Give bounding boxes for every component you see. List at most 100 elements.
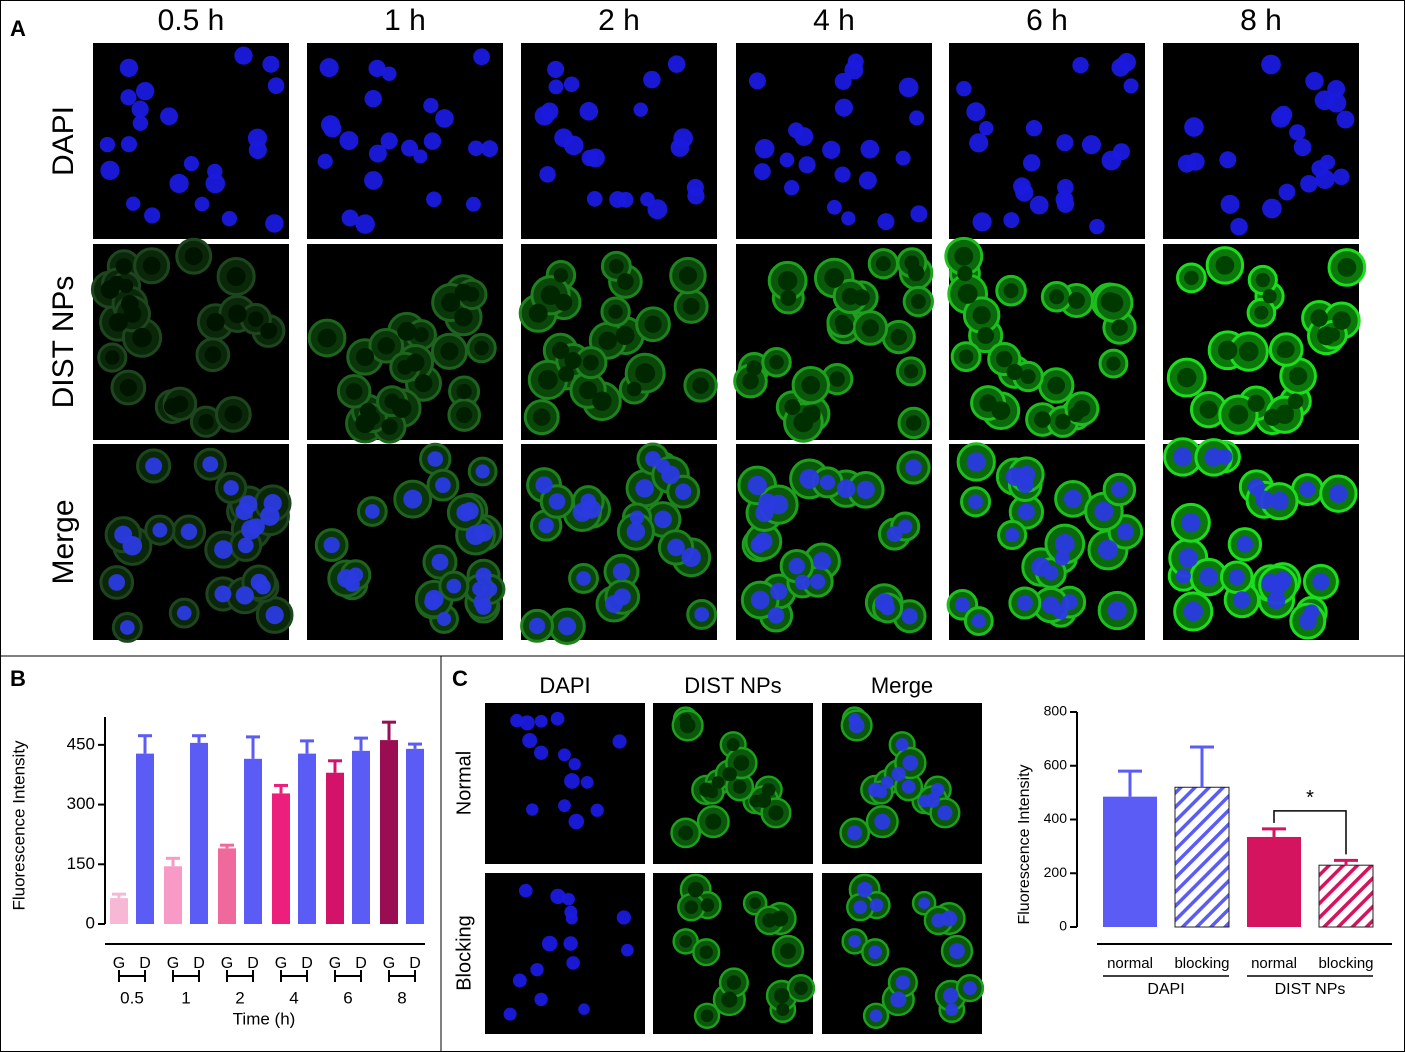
nucleus xyxy=(380,132,398,150)
nucleus xyxy=(770,582,788,601)
micrograph xyxy=(946,442,1145,640)
bar xyxy=(110,898,128,924)
micrograph xyxy=(93,43,289,239)
nucleus xyxy=(678,266,698,285)
nucleus xyxy=(512,973,527,988)
nucleus xyxy=(547,60,565,78)
nucleus xyxy=(1314,90,1335,111)
group-label: 8 xyxy=(397,988,406,1007)
bar xyxy=(136,753,154,924)
nucleus xyxy=(1107,600,1127,621)
nucleus xyxy=(767,607,785,624)
nucleus xyxy=(966,102,986,122)
nucleus xyxy=(971,614,986,629)
nucleus xyxy=(475,464,490,479)
x-tick-label: G xyxy=(383,955,395,972)
nucleus xyxy=(586,191,603,207)
nucleus xyxy=(1184,270,1199,286)
nucleus xyxy=(633,102,648,117)
nucleus xyxy=(1329,484,1348,503)
nucleus xyxy=(748,72,766,90)
x-axis-label: Time (h) xyxy=(233,1009,296,1028)
nucleus xyxy=(901,779,916,794)
nucleus xyxy=(403,489,423,509)
nucleus xyxy=(323,119,342,138)
nucleus xyxy=(869,898,884,912)
nucleus xyxy=(1017,465,1036,484)
nucleus xyxy=(472,581,487,597)
nucleus xyxy=(538,370,558,390)
nucleus xyxy=(237,537,254,554)
nucleus xyxy=(856,881,873,898)
nucleus xyxy=(747,475,767,496)
nucleus xyxy=(895,738,909,752)
nucleus xyxy=(768,494,789,515)
nucleus xyxy=(590,803,604,817)
nucleus xyxy=(564,773,580,789)
nucleus xyxy=(534,992,548,1007)
nucleus xyxy=(247,128,267,148)
nucleus xyxy=(132,115,149,131)
nucleus xyxy=(1003,283,1019,299)
nucleus xyxy=(784,180,800,196)
nucleus xyxy=(119,58,139,78)
row-label: Blocking xyxy=(453,915,475,991)
nucleus xyxy=(1220,194,1240,214)
nucleus xyxy=(1116,523,1134,541)
nucleus xyxy=(910,205,928,223)
nucleus xyxy=(609,259,624,274)
nucleus xyxy=(694,607,710,622)
column-header: 0.5 h xyxy=(158,4,225,37)
nucleus xyxy=(566,956,580,970)
nucleus xyxy=(114,525,133,544)
nucleus xyxy=(235,586,254,605)
nucleus xyxy=(446,578,462,594)
nucleus xyxy=(397,359,413,375)
nucleus xyxy=(875,786,888,799)
nucleus xyxy=(670,138,690,157)
nucleus xyxy=(1287,393,1304,410)
nucleus xyxy=(550,711,565,726)
nucleus xyxy=(824,268,845,288)
nucleus xyxy=(169,173,189,194)
nucleus xyxy=(609,191,627,208)
nucleus xyxy=(793,412,814,433)
bar xyxy=(190,742,208,924)
nucleus xyxy=(558,748,571,762)
nucleus xyxy=(841,211,856,226)
nucleus xyxy=(563,936,578,951)
nucleus xyxy=(1178,548,1199,568)
nucleus xyxy=(341,209,359,227)
nucleus xyxy=(1184,117,1204,137)
nucleus xyxy=(834,314,850,330)
nucleus xyxy=(108,574,126,591)
column-header: 2 h xyxy=(598,4,640,37)
nucleus xyxy=(644,315,662,333)
nucleus xyxy=(1215,256,1235,275)
nucleus xyxy=(265,605,284,625)
nucleus xyxy=(423,132,442,150)
nucleus xyxy=(1123,78,1139,94)
nucleus xyxy=(788,122,804,139)
nucleus xyxy=(568,813,585,830)
nucleus xyxy=(1312,573,1330,591)
nucleus xyxy=(564,352,582,370)
nucleus xyxy=(119,620,135,635)
nucleus xyxy=(868,945,882,959)
nucleus xyxy=(534,745,549,760)
micrograph xyxy=(518,244,718,440)
bar xyxy=(1247,836,1301,927)
nucleus xyxy=(705,813,722,830)
nucleus xyxy=(401,139,418,157)
nucleus xyxy=(120,89,137,106)
column-header: 1 h xyxy=(384,4,426,37)
bar xyxy=(406,748,424,924)
nucleus xyxy=(654,510,672,529)
nucleus xyxy=(918,897,930,909)
nucleus xyxy=(1333,168,1350,186)
x-tick-label: G xyxy=(113,955,125,972)
nucleus xyxy=(526,803,539,816)
nucleus xyxy=(1298,612,1317,631)
row-label: DIST NPs xyxy=(47,276,80,409)
bar xyxy=(1318,864,1374,928)
